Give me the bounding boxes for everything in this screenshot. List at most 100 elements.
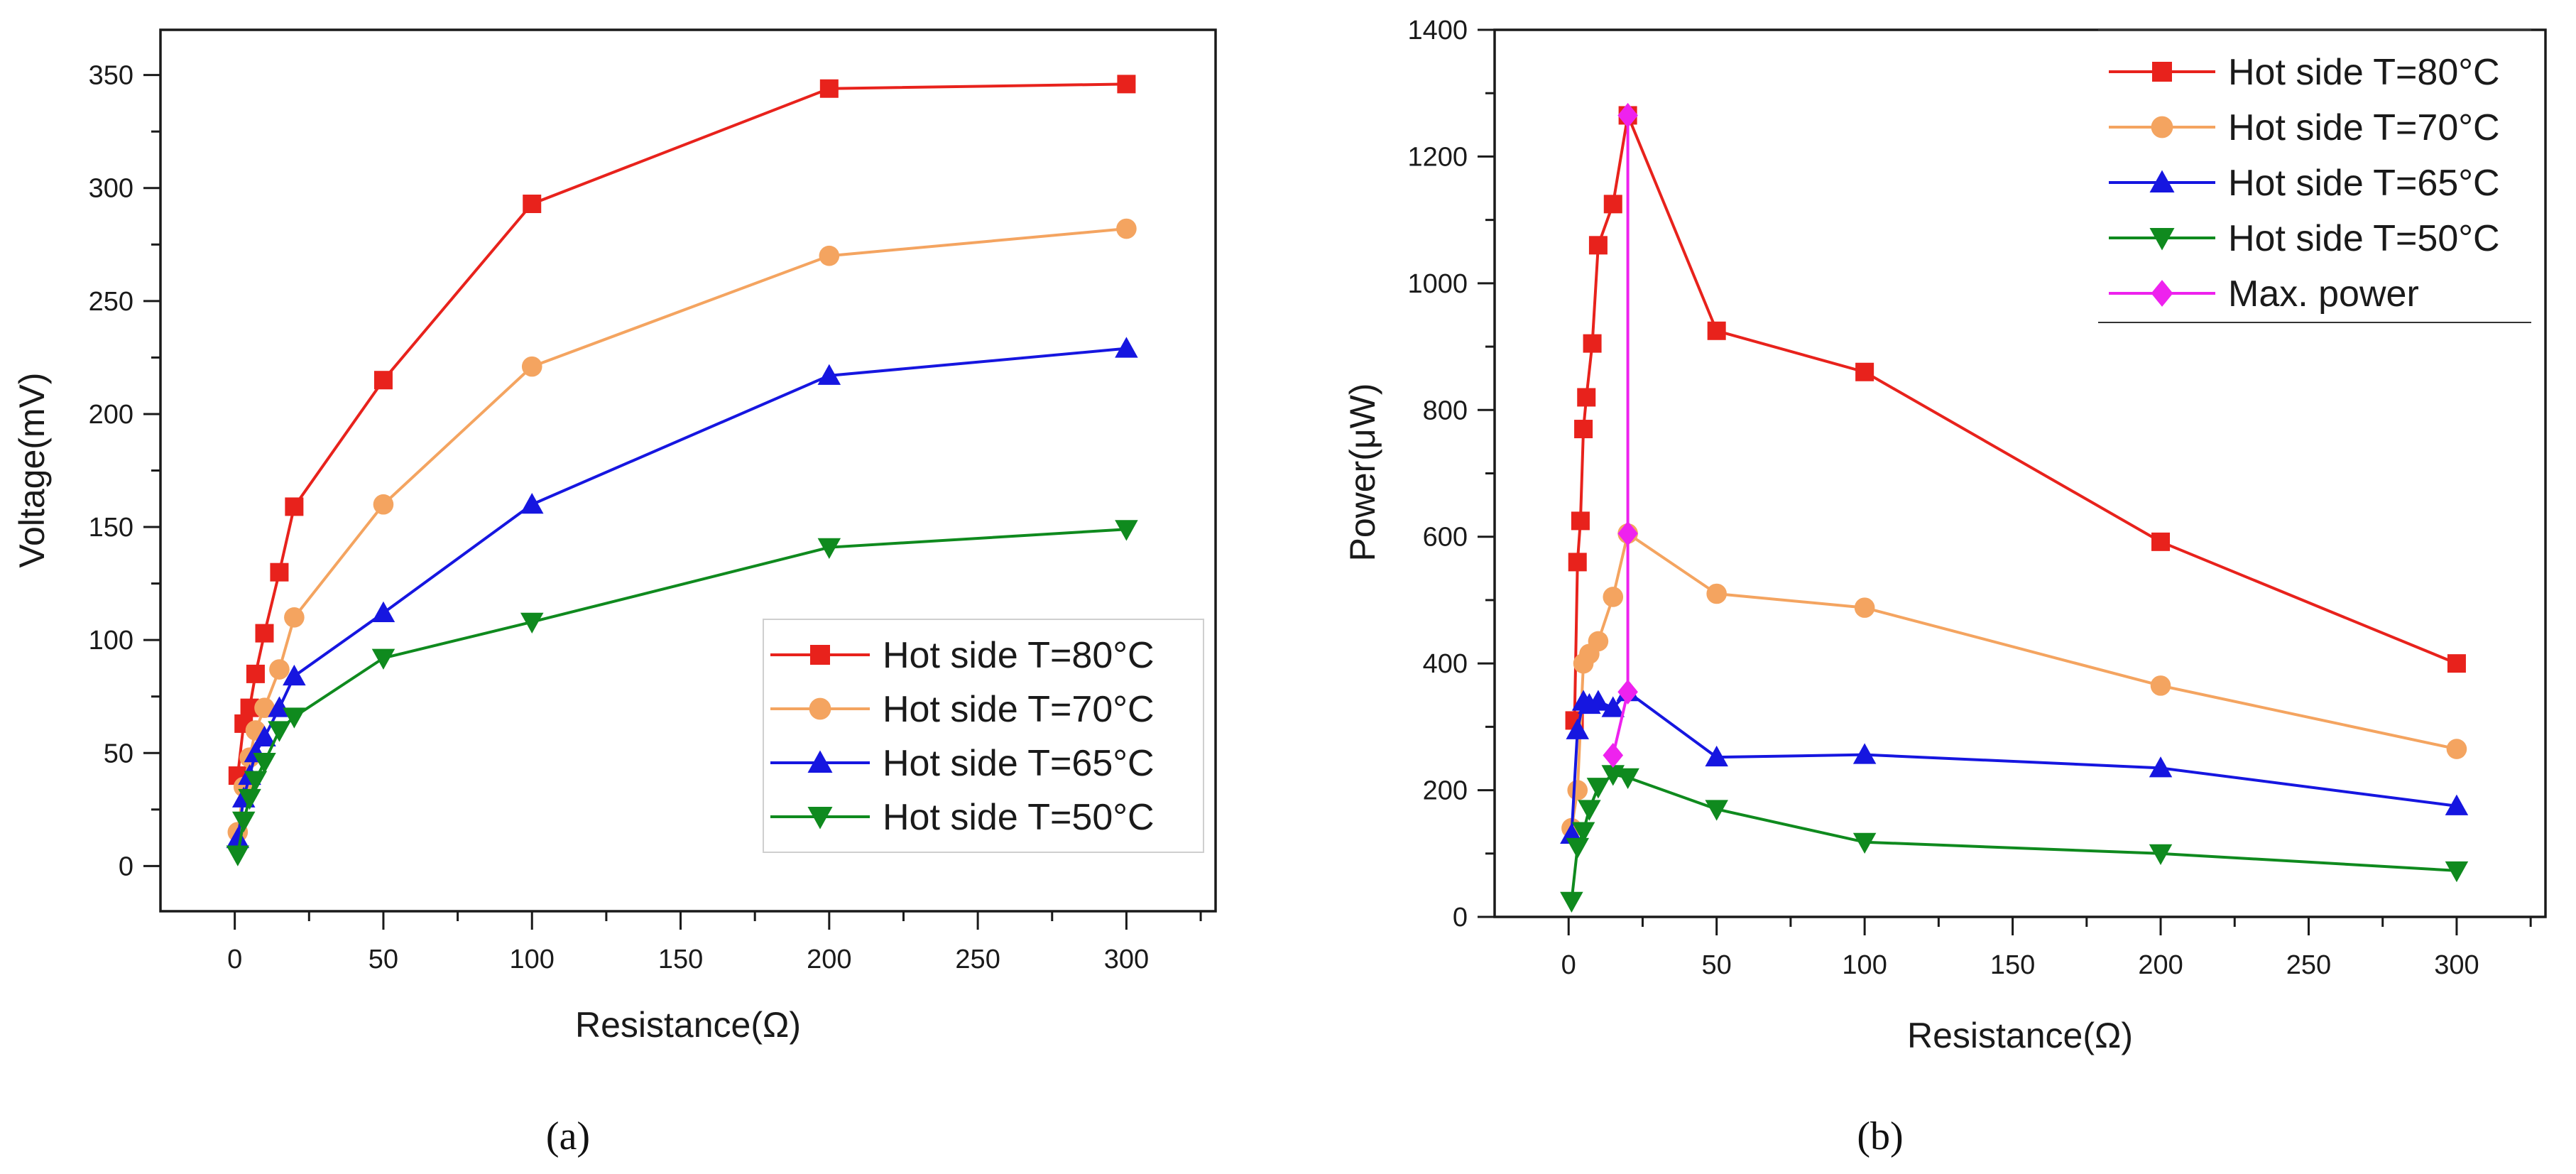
series-hot-side-t-50-c — [226, 520, 1138, 866]
y-tick-label: 600 — [1423, 523, 1468, 553]
x-tick-label: 50 — [369, 945, 398, 974]
x-tick-label: 50 — [1702, 950, 1732, 980]
panel-b-caption: (b) — [1857, 1114, 1903, 1158]
data-point — [1603, 195, 1622, 214]
panel-b-power-chart: 0 50 100 150 200 250 300 0 200 400 600 800 1000 1200 1… — [1343, 16, 2547, 1158]
y-tick-label: 250 — [89, 287, 133, 317]
series-line — [1570, 773, 2457, 901]
data-point — [2445, 861, 2469, 883]
data-point — [1571, 511, 1590, 531]
x-tick-label: 100 — [510, 945, 555, 974]
data-point — [1578, 800, 1601, 821]
data-point — [523, 195, 542, 214]
x-tick-label: 150 — [1990, 950, 2035, 980]
data-point — [373, 371, 393, 390]
panel-a-x-axis-label: Resistance(Ω) — [575, 1005, 801, 1045]
data-point — [254, 697, 275, 718]
legend-entry: Hot side T=80°C — [770, 635, 1155, 676]
legend-entry: Hot side T=65°C — [2109, 163, 2500, 204]
series-line — [1570, 690, 2457, 835]
y-tick-label: 350 — [89, 61, 133, 91]
legend-entry: Hot side T=50°C — [770, 797, 1155, 838]
data-point — [521, 356, 542, 377]
data-point — [1586, 778, 1610, 799]
data-point — [1706, 583, 1727, 604]
data-point — [244, 771, 268, 792]
legend-entry: Hot side T=50°C — [2109, 218, 2500, 259]
data-point — [246, 664, 265, 683]
legend-label: Hot side T=80°C — [883, 635, 1155, 676]
legend-label: Hot side T=70°C — [2228, 107, 2500, 148]
data-point — [1705, 800, 1728, 821]
data-point — [520, 612, 544, 634]
y-tick-label: 150 — [89, 513, 133, 543]
y-tick-label: 1200 — [1407, 142, 1468, 172]
data-point — [283, 664, 306, 686]
panel-b-x-axis-label: Resistance(Ω) — [1907, 1016, 2133, 1055]
series-line — [1570, 532, 2457, 829]
data-point — [1560, 891, 1583, 913]
legend-label: Max. power — [2228, 273, 2419, 315]
x-tick-label: 300 — [2434, 950, 2479, 980]
data-point — [520, 492, 544, 514]
series-line — [1611, 115, 1630, 756]
data-point — [1115, 337, 1138, 358]
data-point — [1115, 520, 1138, 541]
series-hot-side-t-80-c — [228, 75, 1136, 786]
data-point — [2149, 844, 2173, 866]
data-point — [1586, 690, 1610, 711]
data-point — [1601, 696, 1625, 717]
legend-marker — [2152, 62, 2172, 82]
series-hot-side-t-50-c — [1560, 765, 2469, 913]
y-tick-label: 1400 — [1407, 16, 1468, 45]
legend-marker — [2149, 170, 2175, 192]
data-point — [371, 601, 395, 622]
panel-a-series — [226, 75, 1138, 866]
data-point — [1566, 837, 1589, 859]
x-tick-label: 150 — [658, 945, 703, 974]
data-point — [226, 827, 250, 849]
x-tick-label: 0 — [1561, 950, 1576, 980]
data-point — [1617, 521, 1638, 546]
legend-marker — [2151, 280, 2173, 307]
data-point — [1571, 822, 1595, 843]
data-point — [2150, 675, 2171, 696]
data-point — [371, 648, 395, 670]
x-tick-label: 200 — [2138, 950, 2183, 980]
panel-a-ticks: 0 50 100 150 200 250 300 0 50 100 150 200 250 300 350 — [89, 61, 1202, 974]
data-point — [819, 245, 840, 266]
data-point — [1568, 553, 1587, 572]
legend-entry: Hot side T=70°C — [2109, 107, 2500, 148]
y-tick-label: 300 — [89, 174, 133, 204]
panel-b-y-axis-label: Power(μW) — [1343, 383, 1382, 561]
x-tick-label: 300 — [1104, 945, 1149, 974]
data-point — [1852, 743, 1877, 764]
data-point — [1616, 768, 1639, 789]
panel-a-y-axis-label: Voltage(mV) — [12, 372, 52, 567]
y-tick-label: 0 — [119, 852, 133, 881]
legend-marker — [807, 807, 833, 830]
legend-marker — [807, 750, 833, 773]
y-tick-label: 0 — [1453, 903, 1468, 933]
panel-b-series — [1560, 102, 2469, 913]
y-tick-label: 100 — [89, 626, 133, 656]
data-point — [1617, 102, 1638, 128]
data-point — [1603, 742, 1624, 768]
data-point — [1852, 832, 1877, 854]
data-point — [1566, 718, 1589, 739]
y-tick-label: 400 — [1423, 649, 1468, 679]
legend-entry: Hot side T=80°C — [2109, 52, 2500, 93]
data-point — [283, 707, 306, 729]
data-point — [1116, 218, 1137, 239]
series-line — [1573, 114, 2457, 721]
y-tick-label: 1000 — [1407, 269, 1468, 299]
panel-a-legend: Hot side T=80°C Hot side T=70°C Hot side T… — [763, 619, 1204, 853]
legend-entry: Max. power — [2109, 273, 2419, 315]
panel-a-caption: (a) — [546, 1114, 590, 1158]
data-point — [1588, 631, 1609, 652]
data-point — [1588, 236, 1608, 255]
legend-entry: Hot side T=70°C — [770, 689, 1155, 730]
data-point — [1577, 388, 1596, 407]
data-point — [284, 607, 305, 628]
data-point — [817, 538, 841, 559]
